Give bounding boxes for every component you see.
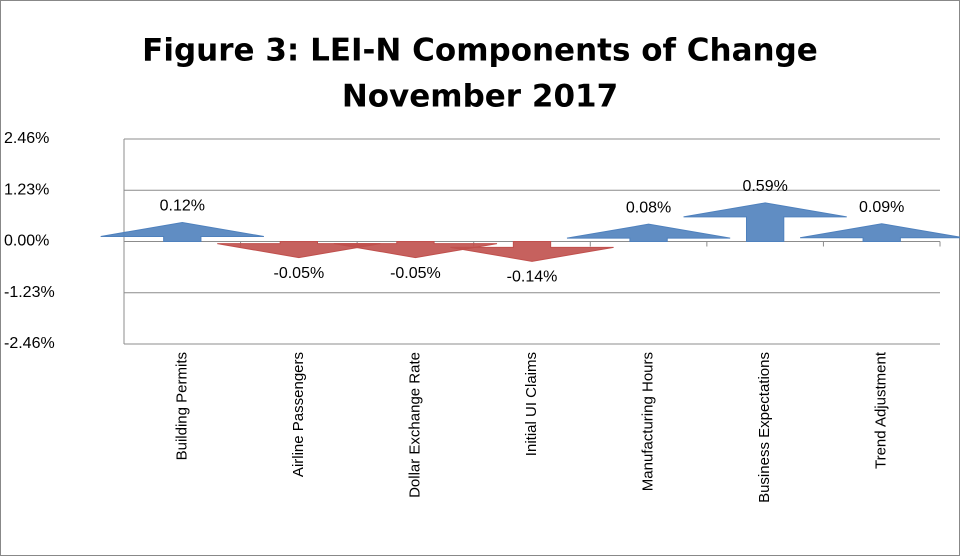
value-label: -0.14% — [507, 269, 558, 286]
y-tick-label: 2.46% — [4, 130, 49, 147]
chart-title: November 2017 — [342, 79, 618, 115]
y-tick-label: -2.46% — [4, 335, 55, 352]
bar — [800, 223, 960, 242]
value-label: 0.08% — [626, 199, 671, 216]
x-tick-label: Building Permits — [173, 352, 190, 460]
x-tick-label: Manufacturing Hours — [640, 352, 657, 491]
y-tick-label: 0.00% — [4, 233, 49, 250]
y-tick-label: 1.23% — [4, 181, 49, 198]
value-label: 0.09% — [859, 199, 904, 216]
bar — [566, 223, 731, 242]
bar — [217, 241, 381, 259]
x-tick-label: Initial UI Claims — [523, 352, 540, 456]
value-label: -0.05% — [390, 265, 441, 282]
x-tick-label: Trend Adjustment — [873, 351, 890, 469]
x-tick-label: Airline Passengers — [290, 352, 307, 477]
chart-title: Figure 3: LEI-N Components of Change — [142, 33, 818, 69]
x-tick-label: Business Expectations — [756, 352, 773, 503]
x-tick-label: Dollar Exchange Rate — [406, 352, 423, 498]
value-label: -0.05% — [274, 265, 325, 282]
bar — [683, 202, 847, 242]
value-label: 0.59% — [742, 178, 787, 195]
bar — [333, 241, 498, 259]
bar — [100, 221, 264, 242]
y-tick-label: -1.23% — [4, 284, 55, 301]
value-label: 0.12% — [160, 198, 205, 215]
bar — [450, 241, 614, 262]
